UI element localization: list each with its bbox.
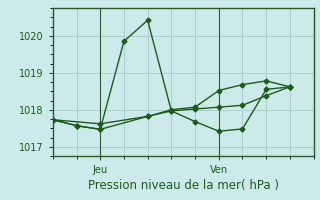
X-axis label: Pression niveau de la mer( hPa ): Pression niveau de la mer( hPa ) <box>88 179 279 192</box>
